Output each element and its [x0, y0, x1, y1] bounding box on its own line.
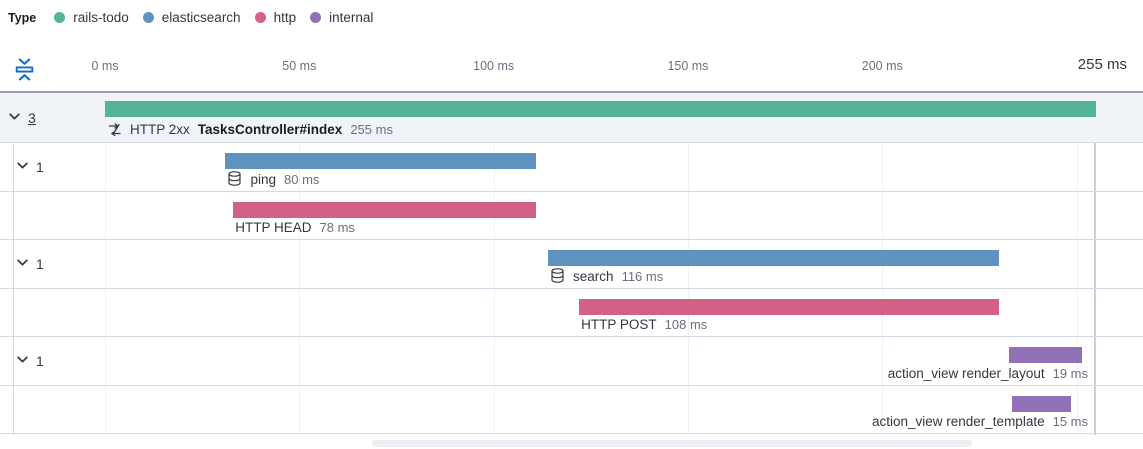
span-bar[interactable] — [225, 153, 537, 169]
span-row: action_view render_template 15 ms — [0, 386, 1143, 434]
gridline — [105, 143, 106, 435]
child-count: 1 — [36, 255, 44, 272]
gridline — [299, 143, 301, 435]
span-label: HTTP HEAD 78 ms — [235, 219, 355, 237]
legend-item-label: http — [273, 10, 297, 25]
axis-tick: 200 ms — [861, 59, 903, 73]
item-duration: 78 ms — [319, 220, 355, 235]
legend-swatch-icon — [254, 12, 266, 23]
collapse-all-button[interactable] — [10, 57, 38, 85]
span-row: HTTP POST 108 ms — [0, 289, 1143, 337]
legend-item-label: elasticsearch — [161, 10, 241, 25]
waterfall-chart: 3 HTTP 2xx TasksController#index 255 ms 1 pin… — [0, 91, 1143, 435]
item-duration: 116 ms — [621, 268, 664, 284]
item-name: TasksController#index — [197, 121, 343, 137]
legend-items: rails-todo elasticsearch http internal — [54, 10, 373, 25]
chevron-down-icon — [8, 110, 21, 126]
legend-item-http[interactable]: http — [254, 10, 297, 25]
span-bar[interactable] — [1012, 395, 1071, 412]
item-duration: 19 ms — [1052, 365, 1088, 381]
fold-icon — [12, 57, 37, 85]
axis-tick: 0 ms — [91, 59, 119, 73]
legend-item-label: internal — [329, 10, 374, 25]
axis-tick: 50 ms — [282, 59, 317, 73]
gridline — [882, 143, 884, 435]
span-label: search 116 ms — [550, 267, 663, 285]
axis-end-label: 255 ms — [1077, 56, 1127, 73]
axis-tick: 150 ms — [667, 59, 709, 73]
span-bar[interactable] — [1008, 347, 1083, 363]
legend-item-internal[interactable]: internal — [310, 10, 373, 25]
legend-swatch-icon — [310, 12, 322, 23]
item-name: action_view render_layout — [887, 365, 1045, 381]
trace-end-line — [1094, 143, 1096, 435]
legend-item-elasticsearch[interactable]: elasticsearch — [142, 10, 241, 25]
transaction-result: HTTP 2xx — [130, 121, 190, 137]
item-name: HTTP HEAD — [235, 220, 312, 235]
span-label: HTTP POST 108 ms — [581, 316, 707, 334]
transaction-row: 3 HTTP 2xx TasksController#index 255 ms — [0, 93, 1143, 143]
span-label: ping 80 ms — [227, 170, 319, 188]
item-name: action_view render_template — [871, 414, 1045, 429]
database-icon — [550, 268, 565, 284]
chevron-down-icon — [16, 353, 29, 369]
span-label: action_view render_template 15 ms — [872, 413, 1088, 431]
horizontal-scrollbar[interactable] — [372, 440, 972, 447]
item-name: ping — [250, 171, 276, 187]
transaction-icon — [107, 122, 122, 137]
child-count: 1 — [36, 352, 44, 369]
item-duration: 108 ms — [664, 317, 708, 332]
span-row: 1 search 116 ms — [0, 240, 1143, 289]
span-row: 1 ping 80 ms — [0, 143, 1143, 192]
span-bar[interactable] — [548, 250, 999, 266]
gridline — [687, 143, 689, 435]
legend-swatch-icon — [142, 12, 154, 23]
span-row: 1 action_view render_layout 19 ms — [0, 337, 1143, 386]
chevron-down-icon — [16, 159, 29, 175]
legend-title: Type — [8, 10, 37, 25]
accordion-toggle[interactable]: 3 — [8, 93, 36, 142]
type-legend: Type rails-todo elasticsearch http internal — [8, 10, 373, 25]
child-count: 1 — [36, 158, 44, 175]
gridline — [493, 143, 495, 435]
child-count: 3 — [28, 109, 36, 126]
legend-swatch-icon — [54, 12, 66, 23]
span-bar[interactable] — [233, 201, 537, 218]
transaction-bar[interactable] — [105, 101, 1096, 117]
span-row: HTTP HEAD 78 ms — [0, 192, 1143, 240]
span-bar[interactable] — [579, 298, 999, 315]
database-icon — [227, 171, 242, 187]
chevron-down-icon — [16, 256, 29, 272]
axis-tick: 100 ms — [473, 59, 515, 73]
item-duration: 80 ms — [284, 171, 320, 187]
accordion-toggle[interactable]: 1 — [16, 240, 44, 288]
span-label: action_view render_layout 19 ms — [888, 364, 1088, 382]
accordion-toggle[interactable]: 1 — [16, 337, 44, 385]
legend-item-label: rails-todo — [73, 10, 129, 25]
transaction-label: HTTP 2xx TasksController#index 255 ms — [107, 120, 393, 138]
accordion-toggle[interactable]: 1 — [16, 143, 44, 191]
item-duration: 255 ms — [350, 121, 393, 137]
item-name: HTTP POST — [581, 317, 657, 332]
item-name: search — [573, 268, 614, 284]
gridline — [1076, 143, 1078, 435]
legend-item-rails-todo[interactable]: rails-todo — [54, 10, 129, 25]
accordion-border — [13, 143, 14, 435]
item-duration: 15 ms — [1052, 414, 1088, 429]
